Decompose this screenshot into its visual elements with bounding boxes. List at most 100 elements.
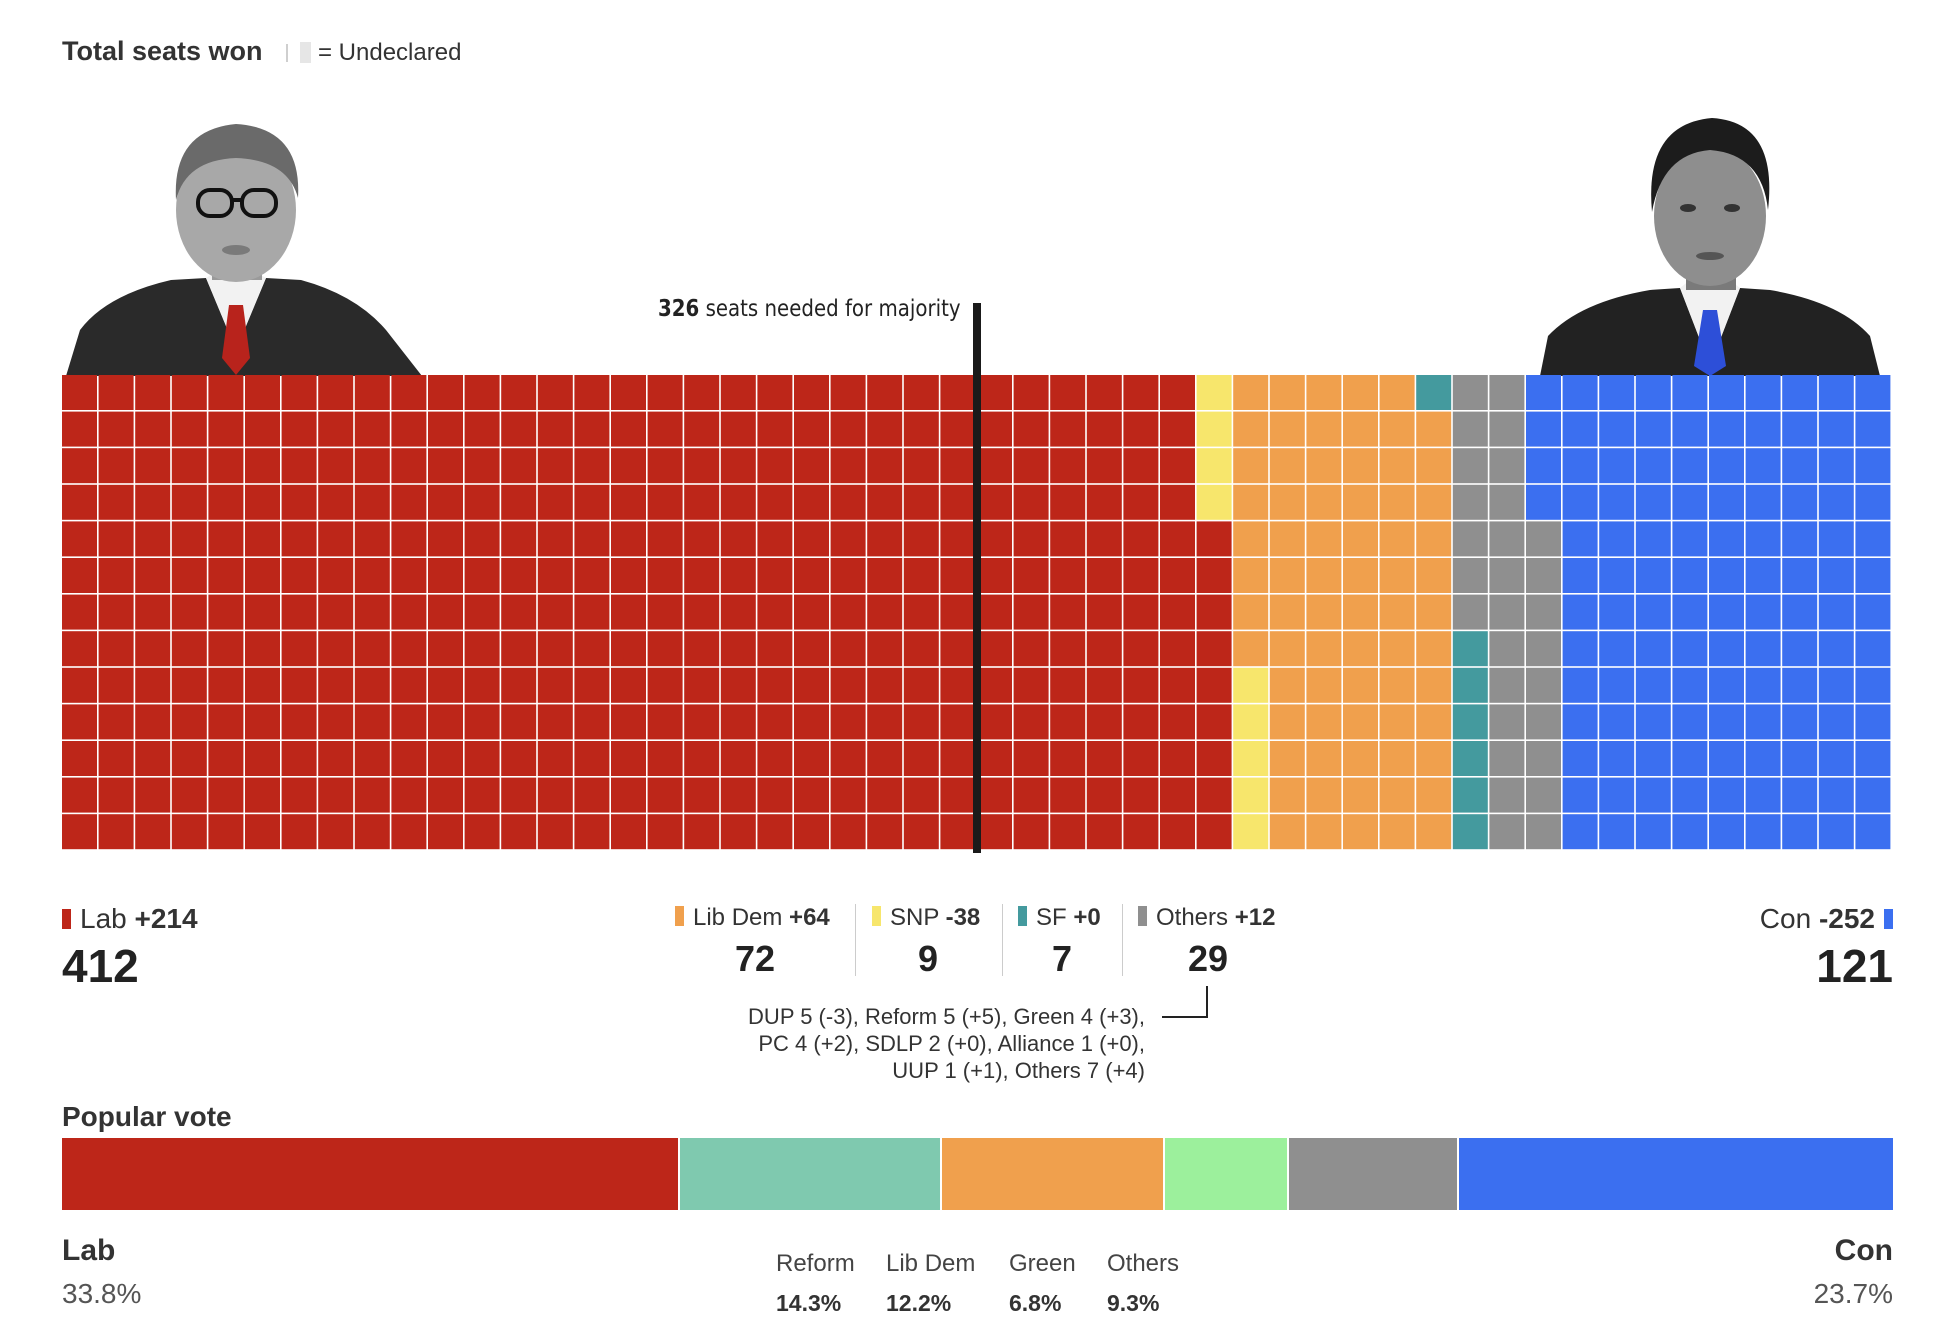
seat-cell-others — [1526, 777, 1561, 813]
seat-cell-lab — [611, 558, 646, 593]
seat-cell-lib-dem — [1269, 375, 1305, 410]
seat-cell-con — [1782, 521, 1818, 557]
seat-cell-others — [1452, 594, 1488, 630]
seat-cell-lab — [940, 411, 976, 447]
seat-cell-con — [1562, 558, 1598, 593]
seat-cell-lab — [245, 521, 280, 557]
seat-cell-lab — [1013, 594, 1049, 630]
popular-vote-bar — [62, 1138, 1893, 1210]
green-vote-pct: 6.8% — [1009, 1290, 1062, 1316]
seat-cell-lab — [720, 411, 756, 447]
seat-cell-lab — [611, 375, 646, 410]
seat-cell-con — [1782, 777, 1818, 813]
seat-cell-lab — [867, 448, 903, 484]
seat-cell-lib-dem — [1343, 814, 1378, 850]
seat-cell-lab — [1123, 594, 1159, 630]
snp-name: SNP — [890, 904, 939, 931]
seat-cell-lab — [171, 448, 207, 484]
seat-cell-lab — [867, 814, 903, 850]
seat-cell-lab — [1013, 667, 1049, 703]
vote-segment-others — [1289, 1138, 1460, 1210]
seat-cell-con — [1855, 411, 1891, 447]
seat-cell-lab — [354, 814, 390, 850]
seat-cell-lab — [1050, 558, 1086, 593]
seat-cell-lab — [354, 594, 390, 630]
seat-cell-lab — [977, 777, 1012, 813]
seat-cell-snp — [1233, 704, 1269, 740]
seat-cell-lab — [171, 558, 207, 593]
lab-name: Lab — [80, 903, 127, 934]
lab-vote-pct: 33.8% — [62, 1278, 142, 1309]
seat-cell-lab — [245, 704, 280, 740]
seat-cell-lab — [245, 484, 280, 520]
seat-cell-lib-dem — [1379, 814, 1415, 850]
seat-cell-lab — [391, 521, 427, 557]
others-breakdown-note: DUP 5 (-3), Reform 5 (+5), Green 4 (+3),… — [748, 1003, 1145, 1084]
seat-cell-lab — [1196, 558, 1232, 593]
seat-cell-lab — [1196, 777, 1232, 813]
seat-cell-con — [1672, 777, 1708, 813]
sf-name: SF — [1036, 904, 1067, 931]
seat-cell-lab — [1013, 777, 1049, 813]
con-vote-label: Con 23.7% — [1814, 1234, 1893, 1310]
seat-cell-lib-dem — [1379, 777, 1415, 813]
seat-cell-lab — [757, 631, 793, 667]
legend-divider-2 — [1002, 904, 1003, 976]
seat-cell-lab — [1013, 448, 1049, 484]
con-swatch — [1884, 909, 1893, 929]
seat-cell-lab — [245, 777, 280, 813]
seat-cell-lib-dem — [1416, 411, 1452, 447]
seat-cell-lib-dem — [1306, 667, 1342, 703]
seat-cell-lab — [1050, 375, 1086, 410]
snp-seats: 9 — [917, 938, 939, 979]
seat-cell-lab — [62, 631, 97, 667]
seat-cell-lab — [830, 375, 866, 410]
seat-cell-lab — [794, 375, 829, 410]
seat-cell-lab — [611, 667, 646, 703]
seat-cell-con — [1782, 375, 1818, 410]
seat-cell-lab — [1160, 777, 1195, 813]
seat-cell-lib-dem — [1343, 777, 1378, 813]
seat-cell-con — [1562, 375, 1598, 410]
seat-cell-lab — [1196, 704, 1232, 740]
seat-cell-lab — [537, 594, 573, 630]
seat-cell-lab — [245, 411, 280, 447]
seat-cell-lab — [757, 521, 793, 557]
seat-cell-lab — [62, 521, 97, 557]
seat-cell-lab — [1123, 631, 1159, 667]
seat-cell-lab — [208, 667, 244, 703]
seat-cell-con — [1635, 448, 1671, 484]
lab-leader-portrait — [66, 124, 422, 376]
others-name: Others — [1156, 904, 1229, 931]
seat-cell-lab — [977, 741, 1012, 776]
seat-cell-con — [1782, 594, 1818, 630]
seat-cell-lab — [1050, 814, 1086, 850]
seat-cell-lab — [1013, 558, 1049, 593]
seat-cell-lab — [537, 777, 573, 813]
seat-cell-lab — [464, 375, 500, 410]
seat-cell-lib-dem — [1269, 631, 1305, 667]
seat-cell-lab — [464, 484, 500, 520]
others-vote-name: Others — [1107, 1250, 1180, 1277]
seat-cell-lab — [62, 558, 97, 593]
seat-cell-lab — [1050, 704, 1086, 740]
seat-cell-lab — [1086, 484, 1122, 520]
seat-cell-lab — [611, 411, 646, 447]
seat-cell-lab — [574, 741, 610, 776]
seat-cell-lib-dem — [1269, 411, 1305, 447]
seat-cell-con — [1599, 558, 1635, 593]
seat-cell-con — [1599, 484, 1635, 520]
majority-label: 326 seats needed for majority — [658, 296, 961, 322]
seat-cell-lib-dem — [1233, 411, 1269, 447]
seat-cell-lab — [1086, 667, 1122, 703]
seat-cell-lab — [684, 484, 720, 520]
seat-cell-lib-dem — [1379, 594, 1415, 630]
seat-cell-lab — [537, 484, 573, 520]
seat-cell-lab — [903, 448, 939, 484]
others-seats: 29 — [1187, 938, 1229, 979]
seat-cell-lib-dem — [1306, 631, 1342, 667]
seat-cell-lab — [1086, 411, 1122, 447]
seat-cell-lab — [62, 448, 97, 484]
seat-cell-con — [1782, 558, 1818, 593]
seat-cell-lab — [464, 741, 500, 776]
